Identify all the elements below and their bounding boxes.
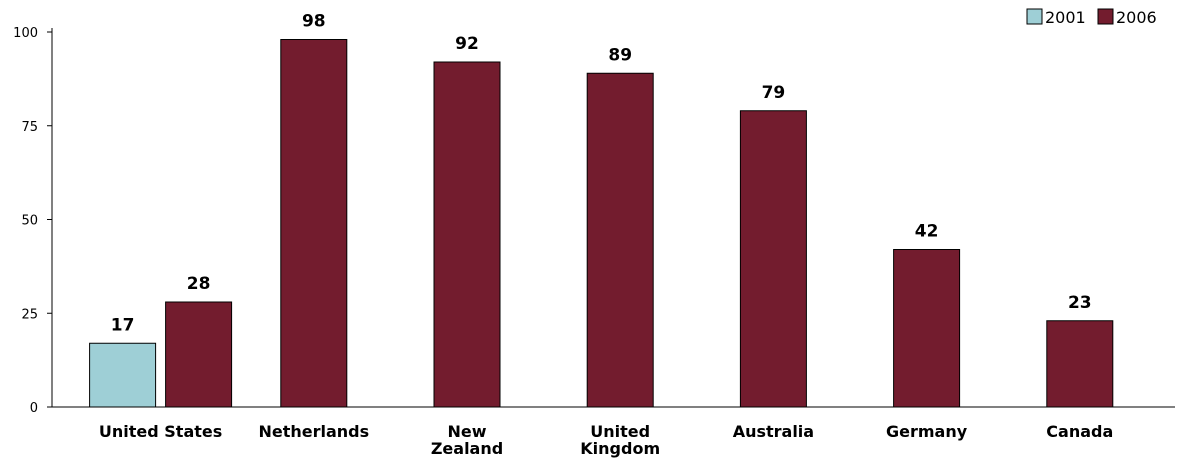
- bar-2006-canada: [1046, 320, 1114, 408]
- bar-2006-new-zealand: [433, 61, 501, 408]
- data-label: 98: [302, 12, 326, 32]
- data-label: 42: [915, 222, 939, 242]
- data-label: 17: [111, 315, 135, 335]
- y-tick-label: 75: [21, 120, 38, 135]
- legend: 2001 2006: [1026, 8, 1157, 27]
- bar-2006-united-states: [165, 301, 233, 408]
- bar-2006-germany: [893, 249, 961, 408]
- category-label: United Kingdom: [580, 422, 660, 458]
- category-label: New Zealand: [431, 422, 503, 458]
- x-axis: United States Netherlands New Zealand United…: [52, 406, 1175, 458]
- bar-2006-united-kingdom: [586, 72, 654, 408]
- legend-swatch-2001: [1026, 8, 1043, 25]
- data-label: 92: [455, 34, 479, 54]
- legend-swatch-2006: [1097, 8, 1114, 25]
- y-tick-label: 50: [21, 214, 38, 229]
- category-label: Germany: [886, 422, 968, 441]
- bar-2001-united-states: [89, 342, 157, 408]
- data-label: 89: [608, 45, 632, 65]
- category-label: Netherlands: [258, 422, 369, 441]
- legend-label-2006: 2006: [1116, 8, 1157, 27]
- y-tick-label: 100: [13, 26, 38, 41]
- bar-2006-netherlands: [280, 39, 348, 408]
- data-labels: 17 28 98 92 89 79 42 23: [111, 12, 1092, 336]
- data-label: 79: [762, 83, 786, 103]
- category-label: United States: [99, 422, 222, 441]
- category-label: Canada: [1046, 422, 1113, 441]
- category-label: Australia: [733, 422, 814, 441]
- legend-label-2001: 2001: [1045, 8, 1086, 27]
- y-axis: 0 25 50 75 100: [13, 26, 53, 416]
- y-tick-label: 25: [21, 307, 38, 322]
- bars: [89, 39, 1114, 408]
- data-label: 28: [187, 274, 211, 294]
- data-label: 23: [1068, 293, 1092, 313]
- y-tick-label: 0: [30, 401, 38, 416]
- bar-2006-australia: [739, 110, 807, 408]
